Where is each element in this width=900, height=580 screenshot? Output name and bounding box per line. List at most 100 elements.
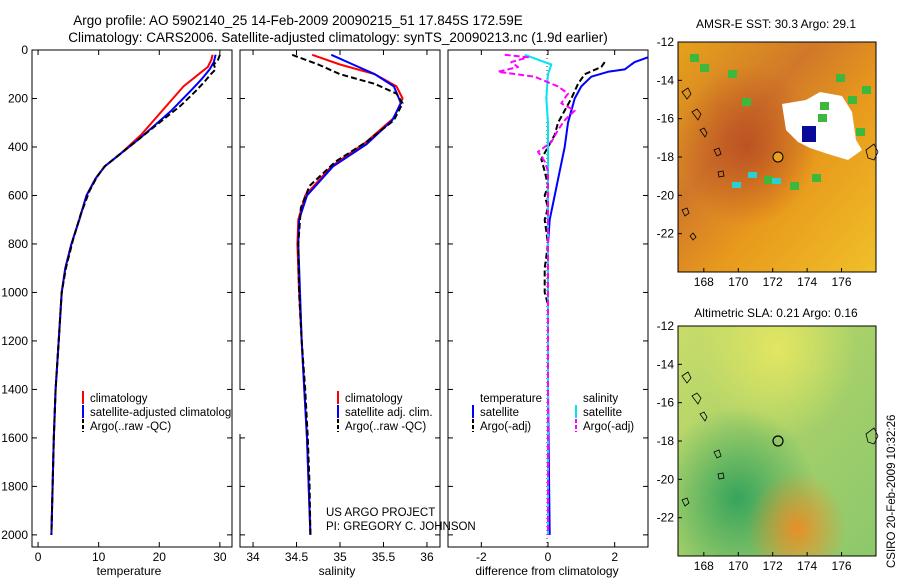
- x-tick-label: 2: [611, 550, 618, 564]
- sst-pixel: [818, 114, 827, 122]
- legend-climatology-label: climatology: [345, 393, 403, 405]
- map-y-tick-label: -18: [657, 434, 675, 448]
- map-y-tick-label: -12: [657, 35, 675, 49]
- map-x-tick-label: 170: [728, 559, 748, 573]
- y-tick-label: 1200: [1, 334, 28, 348]
- y-tick-label: 600: [8, 188, 28, 202]
- x-tick-label: 30: [213, 550, 227, 564]
- temperature-panel: [31, 49, 233, 548]
- sla-profile-location: [772, 435, 784, 447]
- legend-title-temperature: temperature: [480, 393, 542, 405]
- x-tick-label: 34.5: [285, 550, 309, 564]
- sst-pixel: [742, 98, 751, 106]
- sla-coastlines: [681, 371, 879, 507]
- sla-peak: [678, 326, 876, 556]
- series-line: [50, 54, 221, 535]
- y-tick-label: 0: [21, 43, 28, 57]
- legend-temp-satellite-label: satellite: [480, 407, 519, 419]
- map-y-tick-label: -12: [657, 319, 675, 333]
- series-line: [540, 61, 606, 535]
- sst-pixel: [856, 128, 865, 136]
- y-tick-label: 1600: [1, 431, 28, 445]
- legend-title-salinity: salinity: [583, 393, 618, 405]
- series-line: [497, 53, 576, 535]
- legend-argo-label: Argo(..raw -QC): [345, 421, 426, 433]
- series-line: [291, 53, 404, 535]
- y-tick-label: 1400: [1, 382, 28, 396]
- map-x-tick-label: 174: [797, 275, 817, 289]
- map-y-tick-label: -16: [657, 112, 675, 126]
- temperature-legend: climatology satellite-adjusted climatolo…: [82, 391, 237, 433]
- y-tick-label: 2000: [1, 528, 28, 542]
- salinity-panel: [239, 49, 441, 548]
- y-tick-label: 800: [8, 237, 28, 251]
- map-y-tick-label: -14: [657, 357, 675, 371]
- sst-map: AMSR-E SST: 30.3 Argo: 29.1: [677, 17, 879, 273]
- map-y-tick-label: -22: [657, 511, 675, 525]
- series-group: [291, 53, 404, 535]
- sst-pixel: [820, 102, 829, 110]
- x-tick-label: 35: [333, 550, 347, 564]
- chart-marks: 0 10 20 30020040060080010001200140016001800…: [1, 35, 852, 573]
- sst-cold-pixel: [802, 126, 816, 142]
- x-tick-label: 0: [35, 550, 42, 564]
- y-tick-label: 200: [8, 91, 28, 105]
- sst-pixel: [772, 178, 781, 184]
- sst-pixel: [728, 70, 737, 78]
- map-y-tick-label: -20: [657, 188, 675, 202]
- sla-map: Altimetric SLA: 0.21 Argo: 0.16: [677, 306, 879, 557]
- sst-pixel: [836, 74, 845, 82]
- map-x-tick-label: 168: [694, 275, 714, 289]
- sst-pixel: [748, 172, 757, 178]
- legend-salt-argo-label: Argo(-adj): [583, 421, 634, 433]
- sst-pixel: [862, 86, 871, 94]
- project-name: US ARGO PROJECT: [326, 507, 435, 519]
- series-group: [50, 54, 221, 535]
- map-x-tick-label: 168: [694, 559, 714, 573]
- map-y-tick-label: -20: [657, 472, 675, 486]
- map-y-tick-label: -16: [657, 396, 675, 410]
- map-x-tick-label: 176: [832, 275, 852, 289]
- x-tick-label: 10: [92, 550, 106, 564]
- sst-green-pixels: [690, 54, 871, 190]
- map-x-tick-label: 172: [763, 559, 783, 573]
- y-tick-label: 1800: [1, 479, 28, 493]
- legend-argo-label: Argo(..raw -QC): [90, 421, 171, 433]
- sst-map-title: AMSR-E SST: 30.3 Argo: 29.1: [696, 17, 856, 31]
- x-tick-label: 0: [545, 550, 552, 564]
- sst-pixel: [764, 176, 773, 184]
- map-y-tick-label: -14: [657, 73, 675, 87]
- sst-coastlines: [681, 87, 879, 241]
- map-x-tick-label: 172: [763, 275, 783, 289]
- sst-pixel: [700, 64, 709, 72]
- legend-salt-satellite-label: satellite: [583, 407, 622, 419]
- sst-pixel: [848, 96, 857, 104]
- difference-xlabel: difference from climatology: [475, 564, 618, 578]
- sst-pixel: [790, 182, 799, 190]
- y-tick-label: 400: [8, 140, 28, 154]
- map-x-tick-label: 170: [728, 275, 748, 289]
- map-x-tick-label: 174: [797, 559, 817, 573]
- y-tick-label: 1000: [1, 285, 28, 299]
- difference-legend: temperature salinity satellite Argo(-adj…: [472, 393, 634, 433]
- salinity-xlabel: salinity: [319, 564, 356, 578]
- sst-pixel: [690, 54, 699, 62]
- x-tick-label: -2: [476, 550, 487, 564]
- legend-temp-argo-label: Argo(-adj): [480, 421, 531, 433]
- sst-pixel: [812, 174, 821, 182]
- map-y-tick-label: -22: [657, 227, 675, 241]
- project-pi: PI: GREGORY C. JOHNSON: [326, 521, 476, 533]
- legend-climatology-label: climatology: [90, 393, 148, 405]
- sst-missing-data: [782, 92, 862, 160]
- map-y-tick-label: -18: [657, 150, 675, 164]
- figure-title-line1: Argo profile: AO 5902140_25 14-Feb-2009 …: [73, 13, 523, 28]
- salinity-legend: climatology satellite adj. clim. Argo(..…: [337, 391, 433, 433]
- x-tick-label: 20: [153, 550, 167, 564]
- series-group: [497, 53, 648, 535]
- sst-pixel: [732, 182, 741, 188]
- x-tick-label: 34: [246, 550, 260, 564]
- side-timestamp-label: CSIRO 20-Feb-2009 10:32:26: [886, 415, 898, 568]
- sla-map-title: Altimetric SLA: 0.21 Argo: 0.16: [694, 306, 858, 320]
- x-tick-label: 35.5: [372, 550, 396, 564]
